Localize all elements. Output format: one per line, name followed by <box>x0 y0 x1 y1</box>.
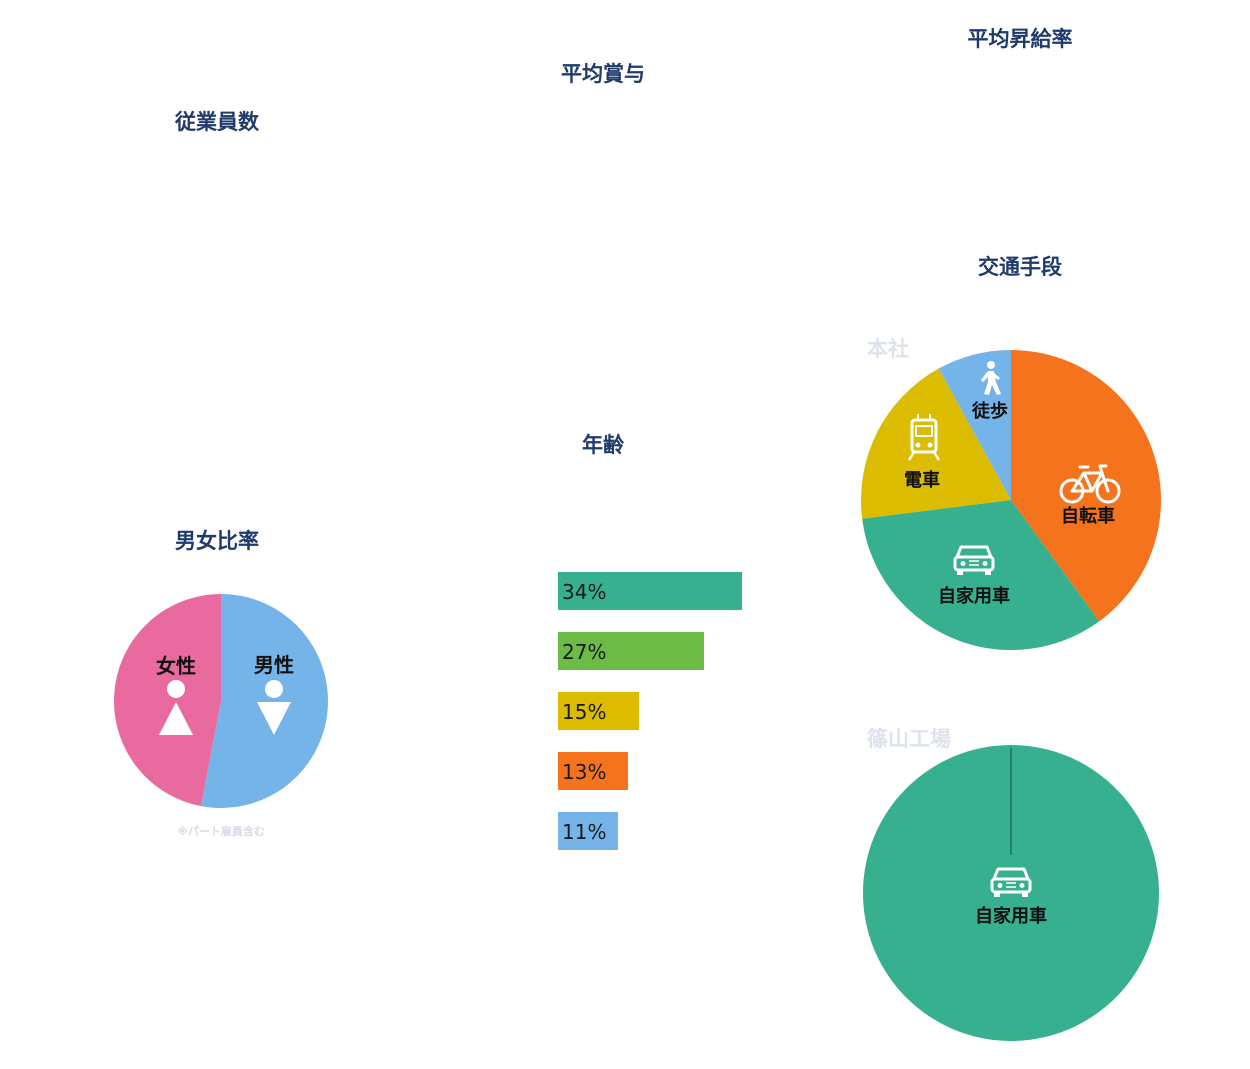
age-bar: 34% <box>558 572 742 610</box>
pie-slice-1 <box>113 594 221 807</box>
bonus-heading: 平均賞与 <box>561 62 645 86</box>
age-bar: 15% <box>558 692 639 730</box>
slice-label: 男性 <box>254 653 294 677</box>
age-bar-label: 13% <box>562 760 607 784</box>
slice-label: 電車 <box>904 469 940 491</box>
slice-label: 女性 <box>156 654 196 678</box>
male-icon <box>257 680 291 735</box>
train-icon <box>907 414 941 461</box>
pie-slice-0 <box>1011 350 1161 622</box>
bicycle-icon <box>1059 464 1121 504</box>
slice-label: 自転車 <box>1061 505 1115 527</box>
age-bar: 11% <box>558 812 618 850</box>
part-time-note: ※パート雇員含む <box>177 825 265 838</box>
age-bar-label: 34% <box>562 580 607 604</box>
slice-label: 自家用車 <box>975 905 1047 927</box>
commute-heading: 交通手段 <box>978 255 1062 279</box>
site-label-honsha: 本社 <box>867 337 909 361</box>
age-bar-label: 11% <box>562 820 607 844</box>
slice-label: 自家用車 <box>938 585 1010 607</box>
gender-heading: 男女比率 <box>175 529 259 553</box>
car-icon <box>953 545 995 575</box>
slice-label: 徒歩 <box>971 400 1008 422</box>
female-icon <box>159 680 193 735</box>
walking-icon <box>981 361 1001 395</box>
site-label-sasayama: 篠山工場 <box>867 727 951 751</box>
raise-heading: 平均昇給率 <box>967 27 1073 51</box>
employees-heading: 従業員数 <box>175 110 259 134</box>
age-bar-label: 27% <box>562 640 607 664</box>
car-icon <box>990 867 1032 897</box>
pie-slice-0 <box>200 594 328 808</box>
pie-slice-1 <box>862 500 1100 651</box>
age-bar: 27% <box>558 632 704 670</box>
pie-slice-3 <box>938 350 1011 500</box>
age-bar-label: 15% <box>562 700 607 724</box>
age-bar: 13% <box>558 752 628 790</box>
age-heading: 年齢 <box>582 433 624 457</box>
